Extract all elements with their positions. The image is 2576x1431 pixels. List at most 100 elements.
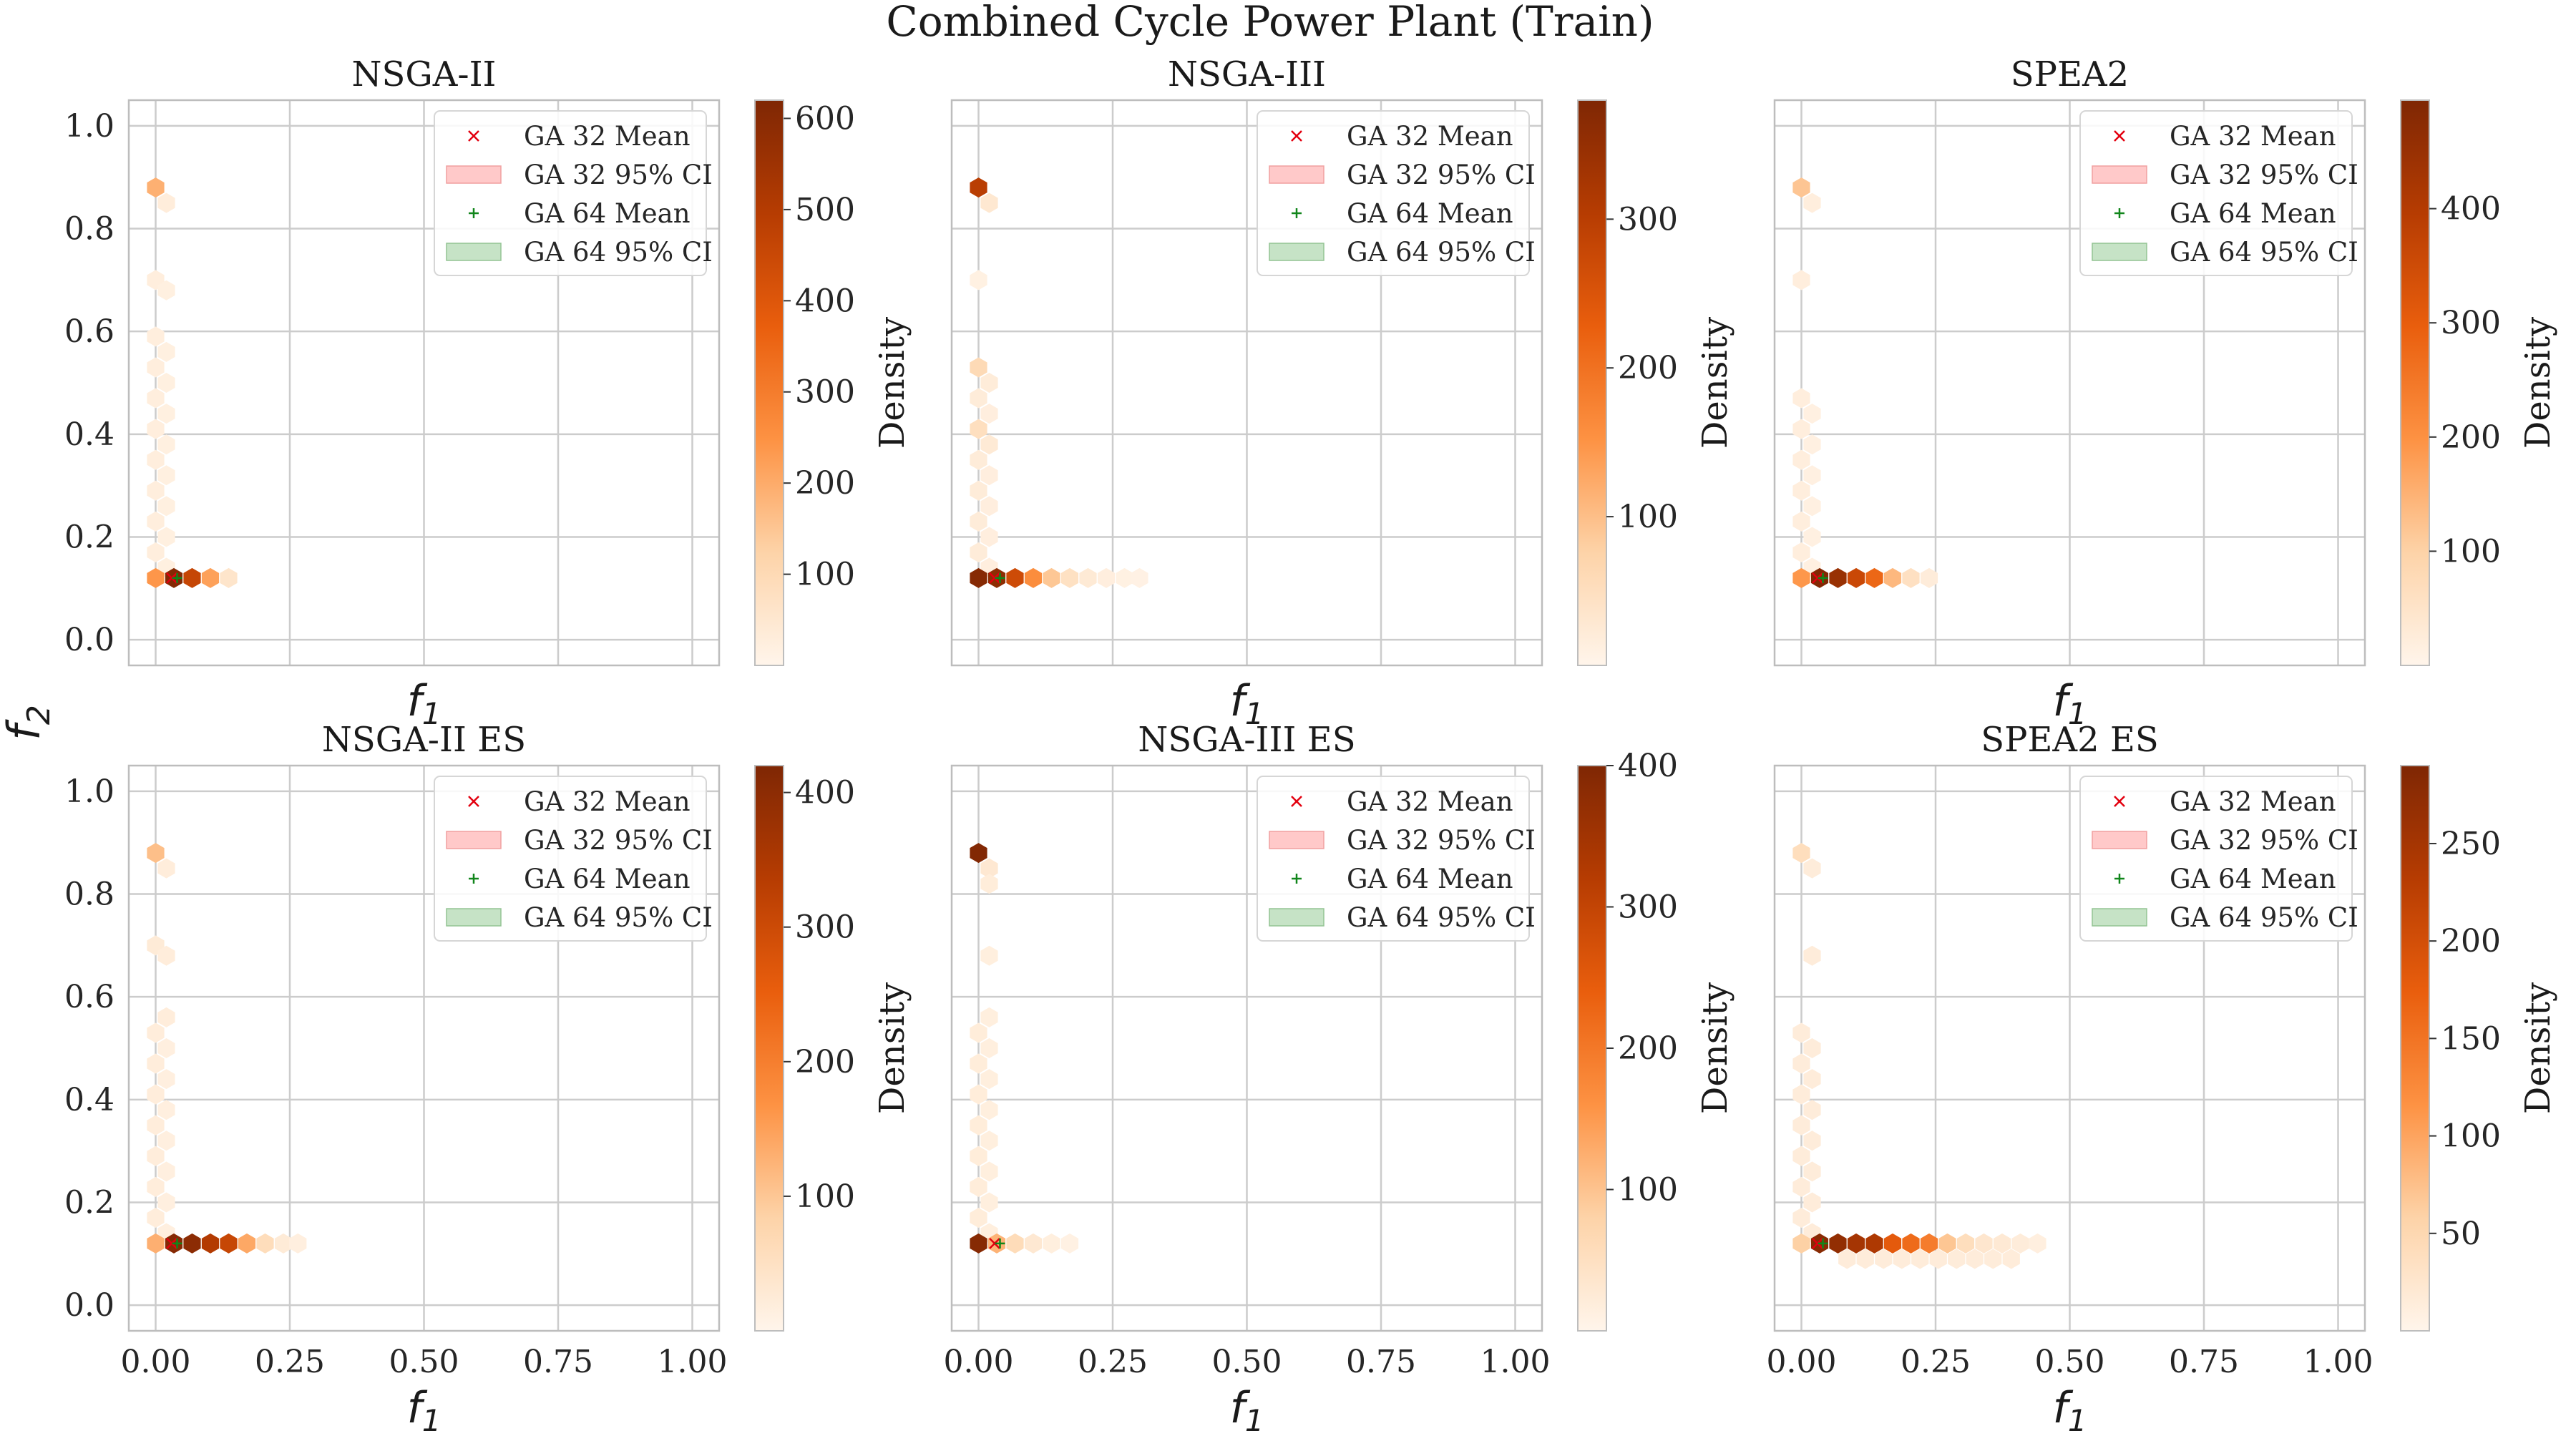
panel-2: NSGA-III f1 GA 32 Mean GA 32 95% CI GA 64 Me… <box>950 54 1735 731</box>
legend-label: GA 64 Mean <box>1347 864 1513 894</box>
hexbin-cell <box>147 1115 165 1135</box>
legend-label: GA 32 95% CI <box>524 160 713 190</box>
hexbin-cell <box>970 1146 987 1166</box>
hexbin-cell <box>980 1038 998 1058</box>
hexbin-cell <box>1956 1233 1975 1254</box>
legend-ga64-mean-marker <box>1292 208 1302 218</box>
colorbar-tick-label: 200 <box>1618 1030 1678 1067</box>
colorbar-tick-label: 300 <box>1618 201 1678 238</box>
x-tick-label: 0.00 <box>944 1344 1014 1380</box>
y-tick-label: 0.2 <box>64 1184 114 1221</box>
y-tick-label: 1.0 <box>64 773 114 810</box>
hexbin-cell <box>1792 1146 1810 1166</box>
colorbar-tick-label: 300 <box>1618 889 1678 926</box>
hexbin-cell <box>2002 1249 2020 1269</box>
hexbin-cell <box>147 1176 165 1197</box>
hexbin-cell <box>980 465 998 486</box>
x-tick-label: 0.25 <box>1901 1344 1971 1380</box>
legend-ga32-mean-marker <box>2114 130 2125 142</box>
hexbin-cell <box>2029 1233 2046 1254</box>
axes-frame <box>950 99 1543 667</box>
hexbin-cell <box>1792 419 1810 439</box>
colorbar-bar <box>1577 765 1607 1332</box>
hexbin-cell <box>1920 567 1938 588</box>
hexbin-cell <box>1792 1233 1810 1254</box>
ga32-mean-marker <box>1812 572 1823 584</box>
hexbin-cell <box>980 1192 998 1213</box>
y-tick-label: 0.6 <box>64 313 114 350</box>
x-tick-label: 0.50 <box>1212 1344 1282 1380</box>
legend-label: GA 32 Mean <box>524 121 691 152</box>
legend-ga32-mean-marker <box>468 796 479 807</box>
hexbin-cell <box>1803 945 1821 966</box>
legend-ga64-mean-marker <box>469 874 479 884</box>
hexbin-cell <box>1902 1233 1920 1254</box>
axes-frame <box>127 99 721 667</box>
hexbin-cell <box>147 480 165 501</box>
hexbin-cell <box>201 567 220 588</box>
hexbin-cell <box>1883 567 1902 588</box>
x-tick-label: 0.00 <box>121 1344 191 1380</box>
hexbin-cell <box>1948 1249 1966 1269</box>
axes-frame <box>1773 99 2366 667</box>
hexbin-cell <box>1043 1233 1060 1254</box>
hexbin-cell <box>1929 1249 1947 1269</box>
legend-label: GA 64 95% CI <box>2170 237 2358 268</box>
colorbar: 50 100 150 200 250 Density <box>2400 765 2558 1332</box>
hexbin-cell <box>970 480 987 501</box>
hexbin-cell <box>157 1007 175 1027</box>
hexbin-cell <box>1792 388 1810 409</box>
subplot-title: SPEA2 ES <box>1981 720 2159 760</box>
hexbin-cell <box>1060 567 1079 588</box>
legend-ga32-mean-marker <box>1291 130 1302 142</box>
legend-box <box>2079 776 2353 942</box>
hexbin-cell <box>1097 567 1116 588</box>
hexbin-cell <box>970 1208 987 1228</box>
legend-ga64-mean-marker <box>1292 874 1302 884</box>
hexbin-cell <box>1006 567 1024 588</box>
hexbin-cell <box>147 419 165 439</box>
hexbin-cell <box>980 945 998 966</box>
y-tick-label: 0.4 <box>64 1082 114 1118</box>
x-tick-label: 0.25 <box>255 1344 325 1380</box>
colorbar-label: Density <box>2518 317 2558 449</box>
hexbin-cell <box>970 388 987 409</box>
shared-y-axis-label-sub: 2 <box>21 705 57 725</box>
colorbar-bar <box>2400 765 2430 1332</box>
colorbar-label: Density <box>872 317 912 449</box>
hexbin-cell <box>1116 567 1133 588</box>
hexbin-cell <box>157 1161 175 1182</box>
colorbar-tick-label: 600 <box>795 100 855 137</box>
hexbin-cell <box>157 465 175 486</box>
y-tick-label: 0.0 <box>64 1287 114 1324</box>
hexbin-cell <box>157 1038 175 1058</box>
hexbin-cell <box>1993 1233 2011 1254</box>
hexbin-cell <box>147 542 165 562</box>
colorbar-tick-label: 50 <box>2441 1216 2481 1252</box>
legend-label: GA 64 Mean <box>524 864 691 894</box>
ga32-mean-marker <box>989 1238 1000 1249</box>
colorbar-tick-label: 300 <box>795 909 855 946</box>
legend-label: GA 32 95% CI <box>1347 825 1536 856</box>
legend-box <box>1257 110 1530 276</box>
x-axis-label-sub: 1 <box>422 696 441 731</box>
hexbin-cell <box>1938 1233 1956 1254</box>
legend-ga64-ci-patch <box>1269 243 1324 261</box>
legend-label: GA 64 95% CI <box>2170 902 2358 933</box>
colorbar-tick-label: 100 <box>2441 533 2501 570</box>
x-tick-label: 0.50 <box>389 1344 459 1380</box>
hexbin-cell <box>980 1161 998 1182</box>
hexbin-cell <box>157 858 175 879</box>
colorbar-tick-label: 200 <box>2441 923 2501 959</box>
hexbin-cell <box>274 1233 293 1254</box>
y-tick-label: 0.2 <box>64 519 114 555</box>
subplot-title: NSGA-II ES <box>322 720 526 760</box>
legend-ga32-ci-patch <box>2092 165 2147 184</box>
hexbin-cell <box>1803 465 1821 486</box>
hexbin-cell <box>157 280 175 301</box>
hexbin-cell <box>147 388 165 409</box>
x-axis-label: f1 <box>407 676 441 731</box>
hexbin-cell <box>1803 404 1821 424</box>
legend-box <box>1257 776 1530 942</box>
